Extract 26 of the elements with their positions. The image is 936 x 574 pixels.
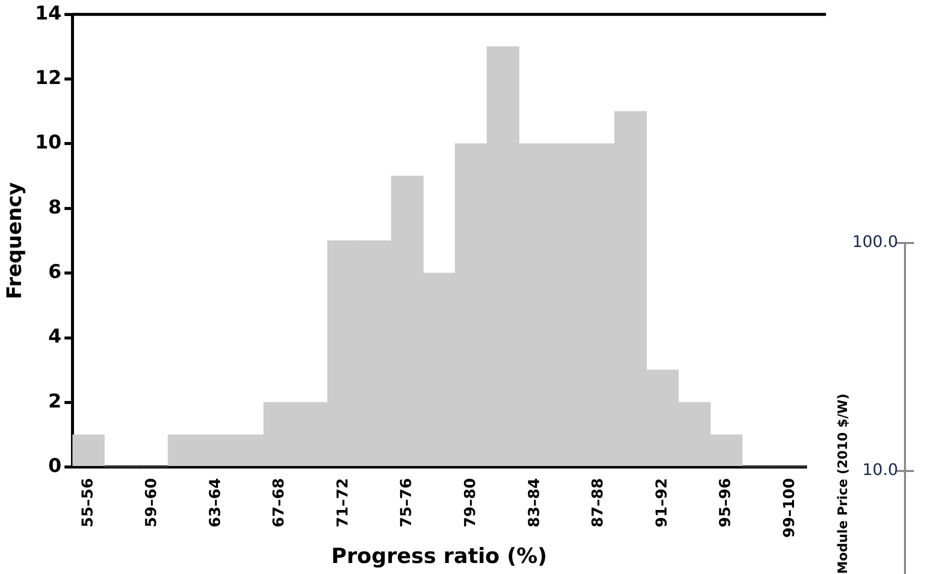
x-tick-label: 87–88 [588, 478, 607, 528]
y-axis-title: Frequency [2, 182, 26, 300]
bar [72, 434, 105, 466]
text: 10.0 [862, 460, 898, 479]
y-tick-label: 8 [48, 196, 62, 218]
x-tick-label: 79–80 [461, 478, 480, 528]
y-tick-label: 0 [48, 455, 62, 478]
x-tick-label: 75–76 [397, 478, 416, 528]
x-tick-label: 59–60 [142, 478, 160, 528]
x-tick-label: 91–92 [652, 478, 670, 528]
x-tick-label: 71–72 [333, 478, 352, 528]
y-tick-label: 6 [48, 261, 62, 284]
x-tick-label: 63–64 [206, 478, 224, 528]
x-tick-label: 99–100 [780, 478, 798, 538]
y-tick-label: 14 [34, 2, 62, 24]
y-tick-label: 10 [34, 132, 62, 154]
x-tick-label: 95–96 [716, 478, 734, 528]
y-tick-label: 12 [34, 67, 62, 90]
y-tick-label: 4 [48, 326, 62, 348]
x-tick-label: 83–84 [524, 478, 543, 528]
text: Module Price (2010 $/W) [836, 394, 851, 574]
text: 100.0 [852, 232, 898, 251]
x-tick-label: 55–56 [78, 478, 96, 528]
x-axis-title: Progress ratio (%) [331, 544, 548, 568]
y-tick-label: 2 [48, 390, 62, 412]
x-tick-label: 67–68 [270, 478, 288, 528]
